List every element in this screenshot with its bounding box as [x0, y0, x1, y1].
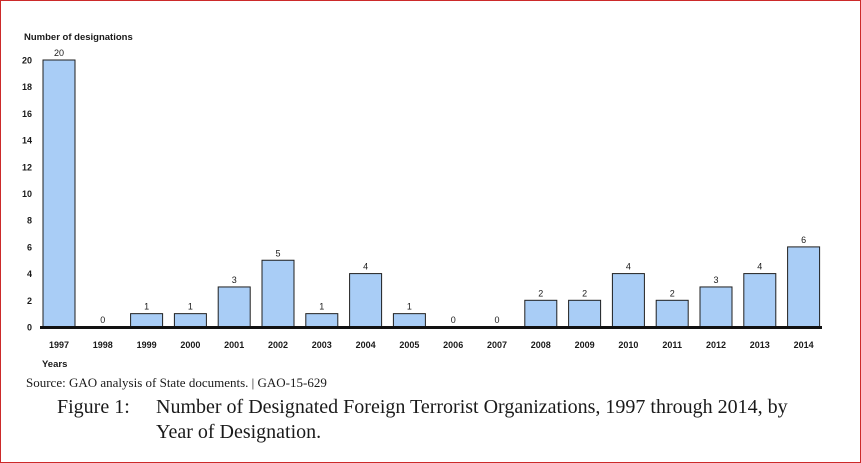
x-tick-label: 2002	[268, 340, 288, 350]
y-tick-label: 14	[22, 136, 32, 146]
bar-value-label: 2	[670, 288, 675, 298]
bar-value-label: 6	[801, 235, 806, 245]
x-tick-label: 2005	[399, 340, 419, 350]
x-tick-label: 2004	[356, 340, 376, 350]
bar-value-label: 0	[494, 315, 499, 325]
bar-value-label: 1	[188, 302, 193, 312]
bar-value-label: 4	[363, 262, 368, 272]
x-tick-label: 2003	[312, 340, 332, 350]
bar-value-label: 3	[713, 275, 718, 285]
x-tick-label: 2001	[224, 340, 244, 350]
bar-value-label: 2	[538, 288, 543, 298]
bar-value-label: 1	[144, 302, 149, 312]
x-tick-label: 1999	[137, 340, 157, 350]
bar-value-label: 0	[100, 315, 105, 325]
x-tick-label: 2014	[794, 340, 814, 350]
source-note: Source: GAO analysis of State documents.…	[26, 375, 327, 390]
bar-value-label: 2	[582, 288, 587, 298]
figure-caption: Figure 1: Number of Designated Foreign T…	[57, 395, 817, 445]
bar	[305, 313, 339, 328]
figure-title: Number of Designated Foreign Terrorist O…	[156, 396, 788, 443]
y-tick-label: 4	[27, 269, 32, 279]
bar	[699, 286, 733, 328]
bar	[611, 273, 645, 328]
bar	[349, 273, 383, 328]
bar-value-label: 1	[407, 302, 412, 312]
x-tick-label: 2012	[706, 340, 726, 350]
y-tick-label: 0	[27, 323, 32, 333]
bar-value-label: 20	[54, 48, 64, 58]
bar-value-label: 4	[757, 262, 762, 272]
bar-value-label: 1	[319, 302, 324, 312]
bar	[392, 313, 426, 328]
bar	[524, 299, 558, 328]
x-tick-label: 2006	[443, 340, 463, 350]
bar	[743, 273, 777, 328]
bar	[217, 286, 251, 328]
bar	[787, 246, 821, 328]
bar-value-label: 0	[451, 315, 456, 325]
figure-label: Figure 1:	[57, 396, 130, 418]
x-tick-label: 1998	[93, 340, 113, 350]
x-tick-label: 2000	[180, 340, 200, 350]
bar	[568, 299, 602, 328]
bars: 20 0 1 1 3 5 1 4 1 0 0 2 2 4 2 3 4 6	[42, 48, 821, 328]
y-tick-label: 18	[22, 82, 32, 92]
x-axis-title: Years	[42, 359, 67, 370]
x-tick-label: 2011	[662, 340, 682, 350]
bar-value-label: 5	[275, 248, 280, 258]
bar	[42, 59, 76, 328]
y-tick-label: 2	[27, 296, 32, 306]
x-tick-label: 2010	[618, 340, 638, 350]
x-tick-label: 2007	[487, 340, 507, 350]
y-tick-label: 10	[22, 189, 32, 199]
x-tick-label: 2013	[750, 340, 770, 350]
y-axis-title: Number of designations	[24, 32, 133, 43]
x-tick-label: 2009	[575, 340, 595, 350]
x-tick-label: 1997	[49, 340, 69, 350]
x-tick-label: 2008	[531, 340, 551, 350]
bar	[655, 299, 689, 328]
x-axis-ticks: 1997 1998 1999 2000 2001 2002 2003 2004 2005 2006…	[49, 340, 814, 350]
y-axis-ticks: 0 2 4 6 8 10 12 14 16 18 20	[22, 56, 32, 333]
y-tick-label: 12	[22, 162, 32, 172]
bar	[173, 313, 207, 328]
y-tick-label: 16	[22, 109, 32, 119]
y-tick-label: 6	[27, 242, 32, 252]
bar-value-label: 3	[232, 275, 237, 285]
y-tick-label: 20	[22, 56, 32, 66]
bar	[261, 259, 295, 328]
bar-chart: Number of designations 02468101214161820…	[22, 32, 822, 370]
bar-value-label: 4	[626, 262, 631, 272]
bar	[130, 313, 164, 328]
y-tick-label: 8	[27, 216, 32, 226]
